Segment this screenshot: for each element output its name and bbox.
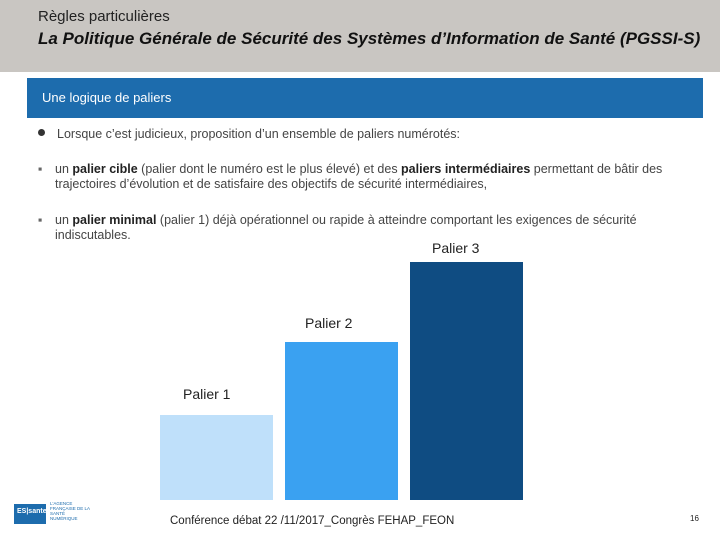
section-kicker: Règles particulières — [38, 8, 170, 25]
slide-header: Règles particulières La Politique Généra… — [0, 0, 720, 72]
bold-term: palier minimal — [72, 213, 157, 227]
text-run: (palier dont le numéro est le plus élevé… — [137, 162, 402, 176]
bold-term: palier cible — [72, 162, 138, 176]
bar-palier-1 — [160, 415, 273, 500]
text-run: un — [55, 162, 73, 176]
asip-sante-logo: ES|sante L'AGENCE FRANÇAISE DE LA SANTÉ … — [14, 500, 90, 528]
bar-label-palier-2: Palier 2 — [305, 315, 353, 331]
slide-title: La Politique Générale de Sécurité des Sy… — [38, 29, 701, 48]
section-band-title: Une logique de paliers — [42, 90, 172, 105]
square-bullet-icon: ▪ — [38, 213, 43, 227]
bar-label-palier-3: Palier 3 — [432, 240, 480, 256]
intro-line: Lorsque c’est judicieux, proposition d’u… — [38, 127, 460, 141]
bar-palier-2 — [285, 342, 398, 500]
text-run: un — [55, 213, 73, 227]
logo-mark — [14, 504, 46, 524]
text-run: (palier 1) déjà opérationnel ou rapide à… — [55, 213, 637, 242]
bullet-dot-icon — [38, 129, 45, 136]
logo-mark-text: ES|sante — [17, 508, 47, 515]
bold-term: paliers intermédiaires — [401, 162, 531, 176]
text-run: permettant de bâtir des trajectoires d’é… — [55, 162, 663, 191]
bullet-palier-minimal: ▪ un palier minimal (palier 1) déjà opér… — [38, 213, 695, 243]
page-number: 16 — [690, 514, 699, 523]
square-bullet-icon: ▪ — [38, 162, 43, 176]
footer-text: Conférence débat 22 /11/2017_Congrès FEH… — [170, 515, 455, 527]
bar-label-palier-1: Palier 1 — [183, 386, 231, 402]
section-band — [27, 78, 703, 118]
bullet-palier-cible: ▪ un palier cible (palier dont le numéro… — [38, 162, 695, 192]
bullet-text: un palier cible (palier dont le numéro e… — [55, 162, 695, 192]
intro-text: Lorsque c’est judicieux, proposition d’u… — [57, 127, 461, 141]
bar-palier-3 — [410, 262, 523, 500]
logo-tagline: L'AGENCE FRANÇAISE DE LA SANTÉ NUMÉRIQUE — [50, 501, 90, 521]
bullet-text: un palier minimal (palier 1) déjà opérat… — [55, 213, 695, 243]
